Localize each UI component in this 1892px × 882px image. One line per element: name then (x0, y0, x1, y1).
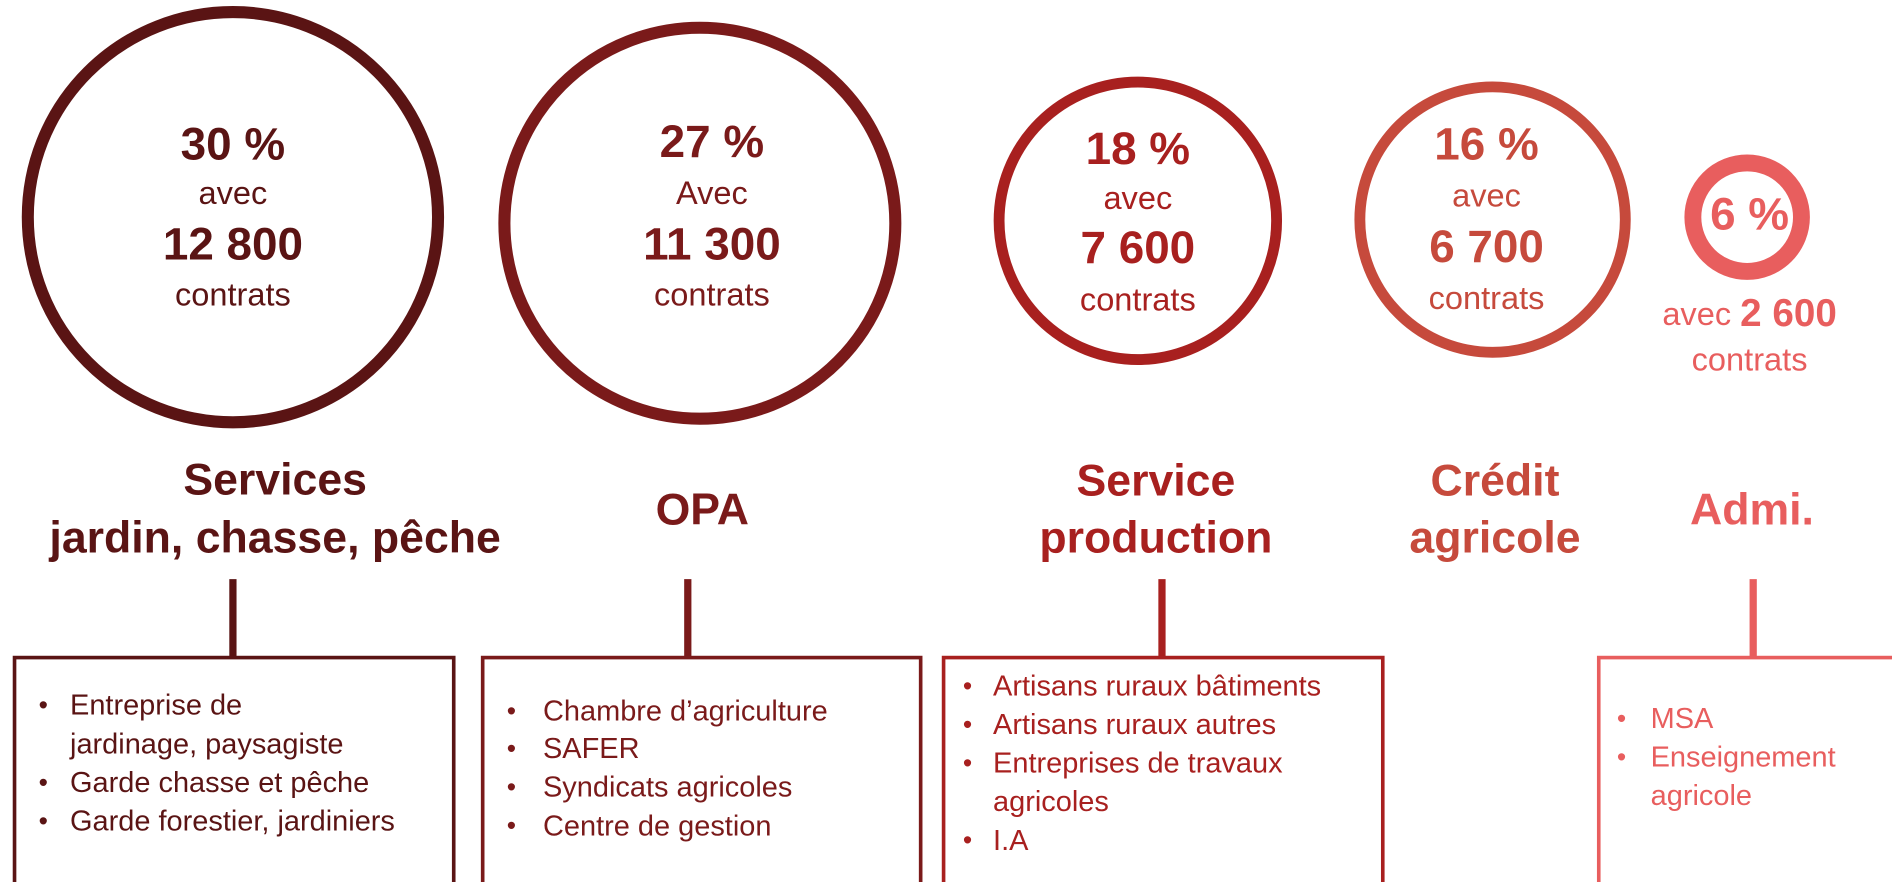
item: Entreprises de travaux (993, 748, 1283, 780)
item: Syndicats agricoles (543, 772, 792, 804)
bullet: • (963, 748, 972, 778)
item-box (480, 655, 923, 882)
bullet: • (39, 767, 48, 797)
bullet: • (39, 690, 48, 720)
item-box (12, 655, 456, 882)
percent: 6 % (1710, 188, 1789, 239)
item: Garde chasse et pêche (70, 767, 369, 799)
item: Artisans ruraux bâtiments (993, 670, 1321, 702)
group-title: jardin, chasse, pêche (48, 513, 500, 562)
item: Centre de gestion (543, 810, 771, 842)
group-title: agricole (1409, 513, 1580, 562)
unit: contrats (175, 276, 291, 312)
percent: 16 % (1434, 118, 1538, 169)
avec: avec (1103, 180, 1172, 216)
bullet: • (507, 772, 516, 802)
group-title: Crédit (1431, 457, 1560, 506)
bullet: • (1617, 742, 1626, 772)
group-title: Admi. (1690, 486, 1814, 535)
item: Artisans ruraux autres (993, 709, 1276, 741)
ring (1354, 81, 1631, 358)
item-box (941, 655, 1385, 882)
count: 6 700 (1429, 221, 1544, 272)
item: MSA (1651, 703, 1714, 735)
unit: contrats (1080, 281, 1196, 317)
item: Garde forestier, jardiniers (70, 806, 395, 838)
item: Enseignement (1651, 742, 1836, 774)
count: 12 800 (163, 218, 303, 269)
bullet: • (507, 733, 516, 763)
unit: contrats (1429, 280, 1545, 316)
percent: 30 % (181, 118, 285, 169)
bullet: • (963, 825, 972, 855)
item: jardinage, paysagiste (69, 728, 343, 760)
count: 2 600 (1740, 292, 1837, 335)
bullet: • (39, 806, 48, 836)
count: 7 600 (1081, 222, 1196, 273)
ring (21, 6, 445, 429)
count: 11 300 (643, 218, 781, 269)
avec: avec (1452, 177, 1521, 213)
item: agricoles (993, 786, 1109, 818)
bullet: • (963, 671, 972, 701)
avec: avec (1662, 296, 1731, 332)
item-box (1596, 655, 1892, 882)
unit: contrats (1692, 342, 1808, 378)
bullet: • (507, 811, 516, 841)
group-title: OPA (656, 486, 749, 535)
percent: 27 % (660, 116, 764, 167)
bullet: • (507, 696, 516, 726)
group-title: Service (1077, 457, 1236, 506)
ring (498, 21, 902, 425)
unit: contrats (654, 276, 770, 312)
item: I.A (993, 825, 1029, 857)
group-title: Services (183, 455, 367, 504)
item: SAFER (543, 733, 639, 765)
bullet: • (963, 709, 972, 739)
avec: Avec (676, 175, 748, 211)
group-title: production (1039, 513, 1272, 562)
avec-count: avec 2 600 (1662, 292, 1836, 335)
item: agricole (1651, 780, 1752, 812)
avec: avec (199, 175, 268, 211)
item: Chambre d’agriculture (543, 696, 828, 728)
ring (993, 76, 1283, 365)
percent: 18 % (1086, 123, 1190, 174)
item: Entreprise de (70, 690, 242, 722)
bullet: • (1617, 703, 1626, 733)
ring (1684, 154, 1810, 280)
